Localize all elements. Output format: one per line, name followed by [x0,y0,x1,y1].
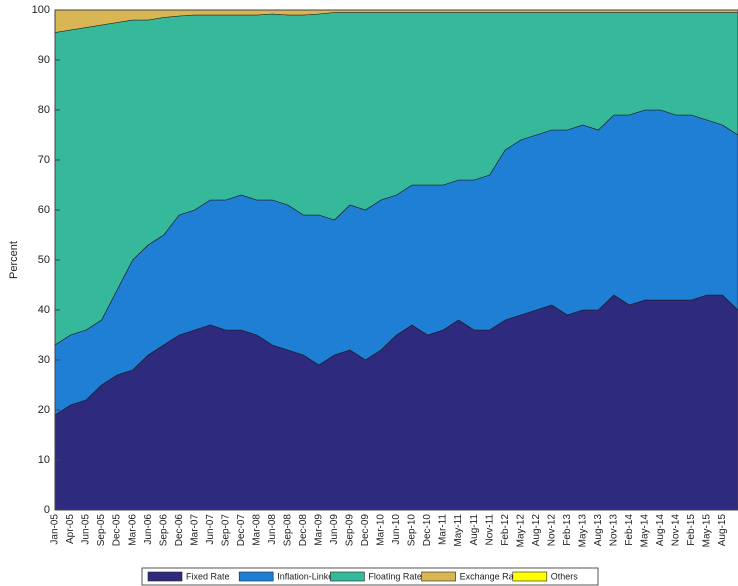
x-tick-label: Nov-11 [484,514,495,546]
x-tick-label: Feb-15 [686,514,697,546]
x-tick-label: Sep-08 [282,514,293,547]
x-tick-label: Nov-14 [671,514,682,547]
x-tick-label: May-13 [577,514,588,548]
y-tick-label: 20 [38,404,50,416]
y-axis-label: Percent [8,241,20,279]
x-tick-label: Dec-06 [174,514,185,547]
x-tick-label: Mar-09 [314,514,325,546]
x-tick-label: Aug-11 [469,514,480,546]
x-tick-label: Dec-08 [298,514,309,547]
x-tick-label: Jun-09 [329,514,340,545]
y-tick-label: 40 [38,304,50,316]
x-tick-label: May-12 [515,514,526,548]
x-tick-label: Nov-13 [608,514,619,547]
y-tick-label: 90 [38,54,50,66]
y-tick-label: 0 [44,504,50,516]
x-tick-label: Apr-05 [65,514,76,544]
x-tick-label: Jun-08 [267,514,278,545]
y-tick-label: 30 [38,354,50,366]
x-tick-label: May-14 [640,514,651,548]
x-tick-label: Dec-05 [112,514,123,547]
x-tick-label: Jun-06 [143,514,154,545]
legend-swatch [330,571,365,582]
y-tick-label: 80 [38,104,50,116]
x-tick-label: Dec-10 [422,514,433,547]
legend-label: Inflation-Linked [277,571,338,581]
y-tick-label: 10 [38,454,50,466]
x-tick-label: Dec-07 [236,514,247,547]
legend-swatch [238,571,274,582]
x-tick-label: Aug-14 [655,514,666,547]
x-tick-label: Mar-07 [189,514,200,546]
x-tick-label: Feb-13 [562,514,573,546]
x-tick-label: Sep-07 [220,514,231,547]
legend-label: Others [551,571,579,581]
x-tick-label: Aug-12 [531,514,542,547]
x-tick-label: Jun-10 [391,514,402,545]
x-tick-label: May-11 [453,514,464,547]
legend-swatch [512,571,548,582]
x-tick-label: Mar-06 [127,514,138,546]
legend-label: Fixed Rate [186,571,230,581]
x-tick-label: Aug-13 [593,514,604,547]
x-tick-label: Jun-05 [81,514,92,545]
x-tick-label: May-15 [702,514,713,548]
x-tick-label: Jun-07 [205,514,216,545]
legend-swatch [421,571,456,582]
y-tick-label: 50 [38,254,50,266]
x-tick-label: Mar-11 [438,514,449,545]
x-tick-label: Mar-08 [251,514,262,546]
x-tick-label: Sep-05 [96,514,107,547]
x-tick-label: Dec-09 [360,514,371,547]
x-tick-label: Nov-12 [546,514,557,547]
legend-label: Floating Rate [368,571,422,581]
y-tick-label: 60 [38,204,50,216]
legend-swatch [147,571,183,582]
x-tick-label: Aug-15 [717,514,728,547]
x-tick-label: Mar-10 [376,514,387,546]
x-tick-label: Sep-10 [407,514,418,547]
x-tick-label: Feb-14 [624,514,635,546]
y-tick-label: 70 [38,154,50,166]
y-tick-label: 100 [32,4,50,16]
x-tick-label: Sep-09 [345,514,356,547]
x-tick-label: Jan-05 [50,514,61,545]
legend-label: Exchange Rate [460,571,522,581]
x-tick-label: Feb-12 [500,514,511,546]
x-tick-label: Sep-06 [158,514,169,547]
